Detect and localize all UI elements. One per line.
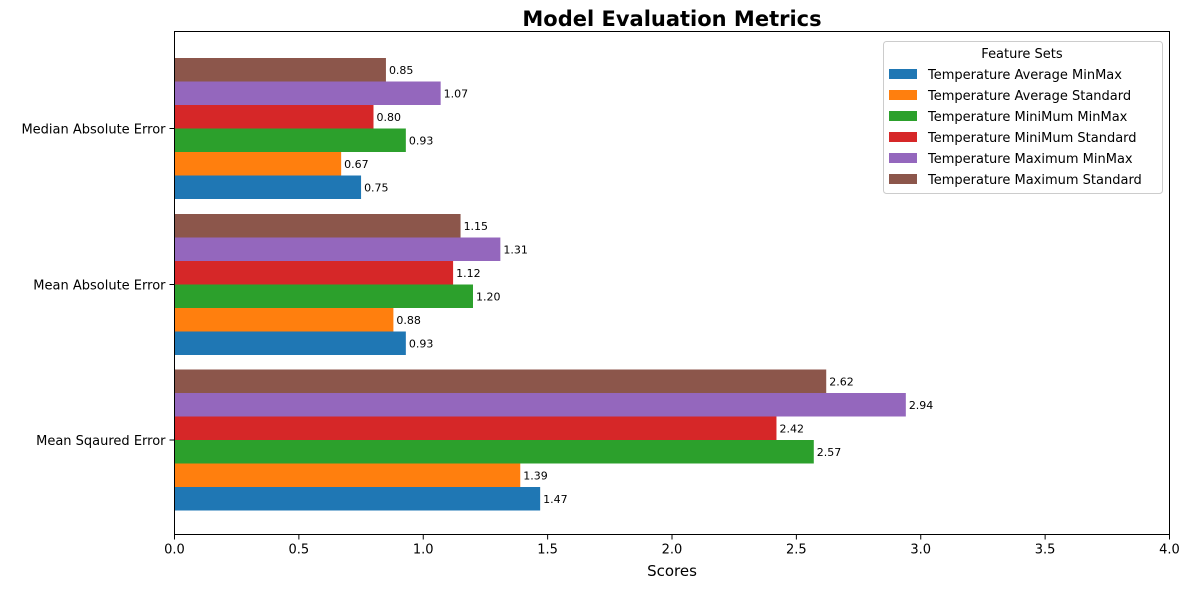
bar — [174, 128, 406, 152]
legend: Feature Sets Temperature Average MinMaxT… — [883, 41, 1163, 194]
x-tick-label: 0.5 — [289, 543, 310, 558]
x-axis-ticks: 0.0 0.5 1.0 1.5 2.0 2.5 3.0 3.5 4.0 — [164, 534, 1180, 558]
legend-entry: Temperature Maximum MinMax — [927, 152, 1133, 167]
legend-entry: Temperature Average Standard — [927, 89, 1131, 104]
bar — [174, 440, 814, 464]
bar — [174, 237, 501, 261]
legend-swatch — [889, 69, 917, 79]
bar — [174, 331, 406, 355]
legend-swatch — [889, 132, 917, 142]
bar-value-label: 1.20 — [476, 290, 501, 303]
x-tick-label: 0.0 — [164, 543, 185, 558]
bar — [174, 81, 441, 105]
bar-value-label: 1.47 — [543, 493, 568, 506]
legend-swatch — [889, 153, 917, 163]
bar-value-label: 2.42 — [779, 422, 804, 435]
bar — [174, 487, 541, 511]
x-axis-label: Scores — [647, 562, 697, 580]
bar-value-label: 1.07 — [444, 87, 469, 100]
bar-value-label: 0.67 — [344, 158, 369, 171]
y-axis-ticks: Mean Sqaured Error Mean Absolute Error Med… — [21, 123, 175, 449]
chart-title: Model Evaluation Metrics — [522, 7, 821, 31]
bar — [174, 58, 386, 82]
bar-value-label: 1.31 — [503, 243, 528, 256]
y-tick-label: Mean Absolute Error — [33, 279, 166, 294]
y-tick-label: Mean Sqaured Error — [36, 434, 166, 449]
bar-value-label: 1.15 — [464, 220, 489, 233]
bar — [174, 369, 827, 393]
legend-frame — [883, 41, 1163, 194]
bar-value-label: 0.85 — [389, 64, 414, 77]
bar — [174, 105, 374, 129]
legend-swatch — [889, 174, 917, 184]
bar-value-label: 2.57 — [817, 446, 842, 459]
x-tick-label: 1.5 — [537, 543, 558, 558]
bar-value-label: 0.88 — [396, 314, 421, 327]
x-tick-label: 2.5 — [786, 543, 807, 558]
x-tick-label: 4.0 — [1159, 543, 1180, 558]
legend-items: Temperature Average MinMax Temperature Av… — [889, 68, 1142, 188]
x-tick-label: 1.0 — [413, 543, 434, 558]
y-tick-label: Median Absolute Error — [21, 123, 166, 138]
legend-entry: Temperature MiniMum Standard — [927, 131, 1137, 146]
x-tick-label: 2.0 — [662, 543, 683, 558]
legend-swatch — [889, 111, 917, 121]
bar — [174, 416, 777, 440]
bar — [174, 214, 461, 238]
bar — [174, 463, 521, 487]
bar — [174, 261, 454, 285]
bar-value-label: 0.80 — [377, 111, 402, 124]
bar-value-label: 0.75 — [364, 181, 389, 194]
bar — [174, 175, 362, 199]
bar-value-label: 2.94 — [909, 399, 934, 412]
legend-entry: Temperature MiniMum MinMax — [927, 110, 1128, 125]
bar-labels-group: 1.47 1.39 2.57 2.42 2.94 2.62 0.93 0.88 1.20 1.12… — [344, 64, 933, 506]
legend-swatch — [889, 90, 917, 100]
x-tick-label: 3.0 — [910, 543, 931, 558]
bar-value-label: 2.62 — [829, 375, 854, 388]
bar-value-label: 1.39 — [523, 469, 548, 482]
bar — [174, 152, 342, 176]
bar-value-label: 0.93 — [409, 337, 434, 350]
legend-entry: Temperature Maximum Standard — [927, 173, 1142, 188]
x-tick-label: 3.5 — [1035, 543, 1056, 558]
bar-value-label: 0.93 — [409, 134, 434, 147]
bars-group — [174, 58, 906, 511]
legend-title: Feature Sets — [981, 47, 1063, 62]
bar — [174, 284, 473, 308]
bar — [174, 308, 394, 332]
bar-value-label: 1.12 — [456, 267, 481, 280]
bar — [174, 393, 906, 417]
legend-entry: Temperature Average MinMax — [927, 68, 1122, 83]
